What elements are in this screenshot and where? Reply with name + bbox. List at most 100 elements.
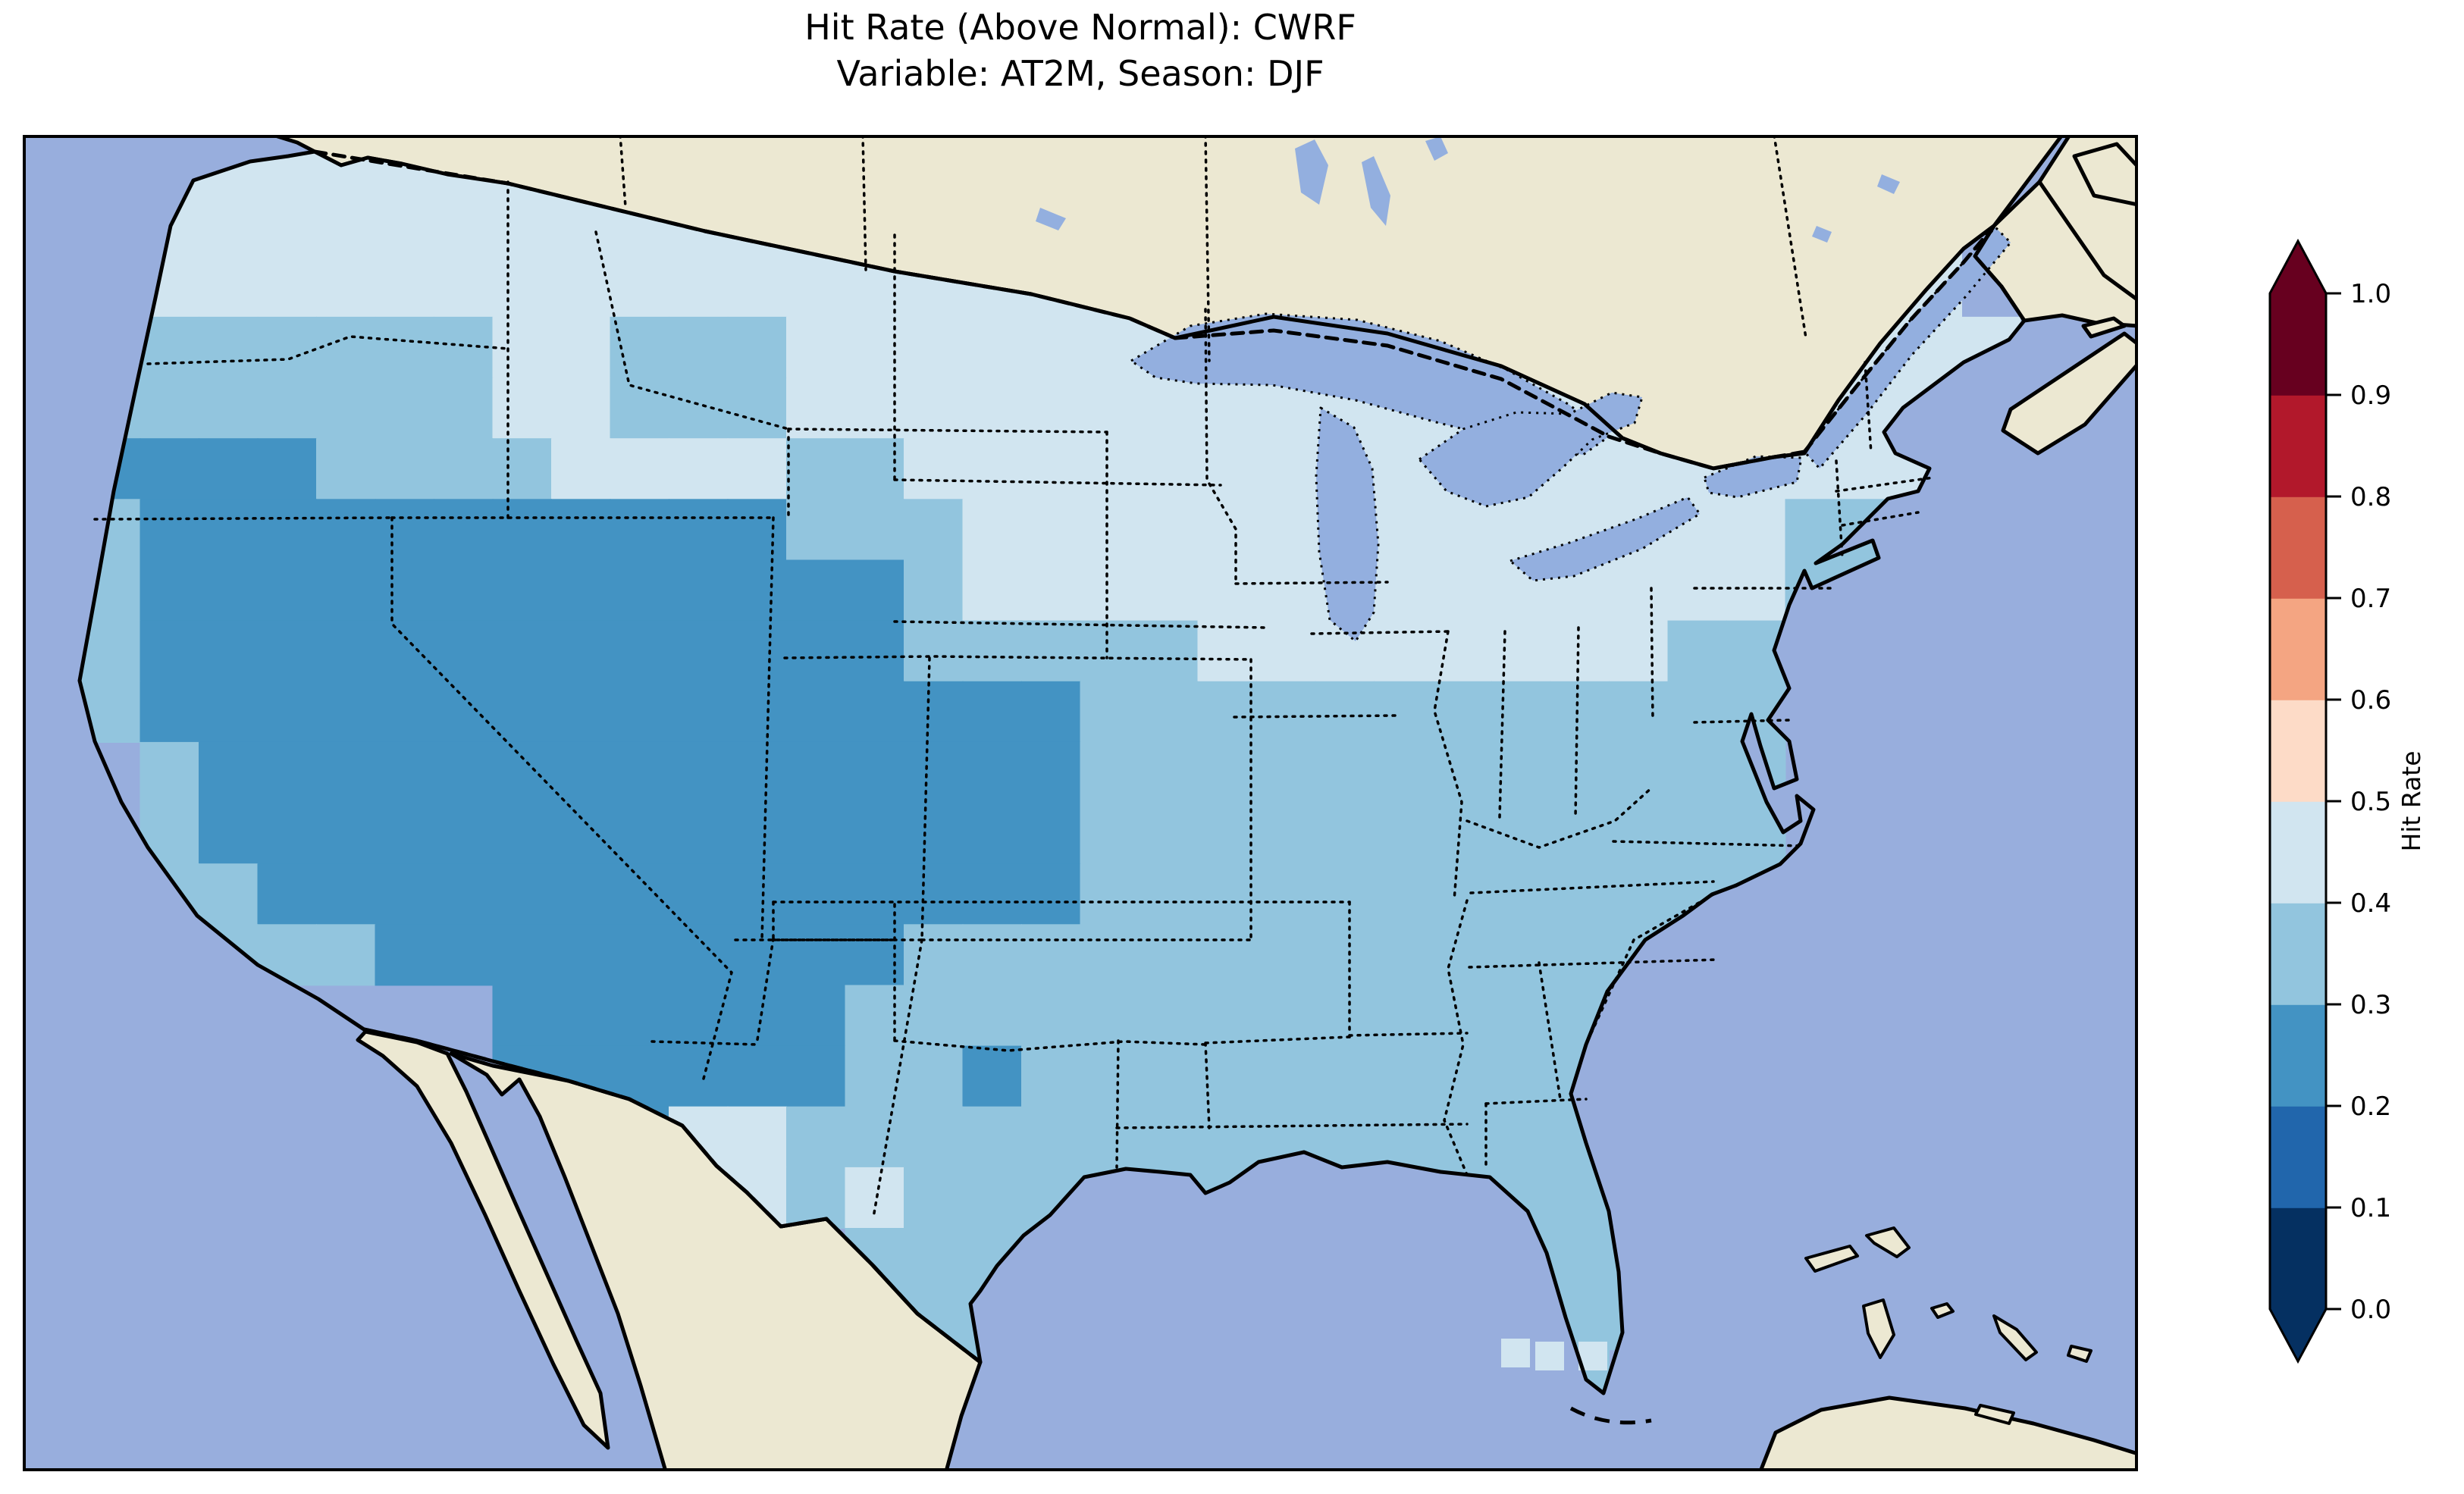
grid-cell	[1550, 924, 1610, 986]
grid-cell	[1139, 924, 1199, 986]
state-border	[1433, 630, 1463, 902]
grid-cell	[434, 499, 494, 561]
grid-cell	[551, 559, 611, 622]
grid-cell	[904, 377, 964, 440]
grid-cell	[551, 255, 611, 318]
artifact-cell	[1501, 1339, 1530, 1367]
grid-cell	[1256, 985, 1316, 1047]
grid-cell	[140, 499, 199, 561]
state-border	[1484, 1098, 1588, 1105]
grid-cell	[434, 195, 494, 257]
grid-cell	[551, 499, 611, 561]
colorbar-tick-label: 0.9	[2350, 381, 2391, 411]
grid-cell	[845, 1106, 904, 1168]
grid-cell	[610, 316, 669, 379]
grid-cell	[257, 559, 317, 622]
grid-cell	[1550, 620, 1610, 682]
grid-cell	[669, 499, 729, 561]
grid-cell	[610, 255, 669, 318]
grid-cell	[1609, 741, 1669, 804]
grid-cell	[727, 620, 787, 682]
grid-cell	[140, 438, 199, 500]
grid-cell	[669, 924, 729, 986]
grid-cell	[904, 1228, 964, 1290]
canada-lake	[1036, 208, 1066, 230]
grid-cell	[727, 741, 787, 804]
state-border	[594, 230, 790, 431]
grid-cell	[1256, 620, 1316, 682]
grid-cell	[962, 316, 1022, 379]
grid-cell	[492, 559, 552, 622]
grid-cell	[786, 741, 846, 804]
state-border	[760, 516, 775, 941]
grid-cell	[375, 316, 434, 379]
grid-cell	[1021, 741, 1081, 804]
state-border	[787, 428, 1108, 434]
grid-cell	[610, 559, 669, 622]
grid-cell	[375, 499, 434, 561]
grid-cell	[1021, 681, 1081, 743]
grid-cell	[610, 741, 669, 804]
grid-cell	[1550, 1228, 1610, 1290]
grid-cell	[434, 924, 494, 986]
grid-cell	[845, 559, 904, 622]
grid-cell	[786, 1106, 846, 1168]
grid-cell	[669, 316, 729, 379]
bahamas-island	[1865, 1226, 1911, 1258]
grid-cell	[375, 377, 434, 440]
grid-cell	[1080, 741, 1140, 804]
grid-cell	[1374, 803, 1434, 865]
grid-cell	[1432, 1106, 1492, 1168]
grid-cell	[1256, 863, 1316, 926]
canada-maritimes	[2072, 142, 2138, 207]
grid-cell	[904, 559, 964, 622]
grid-cell	[1256, 681, 1316, 743]
grid-cell	[1139, 1106, 1199, 1168]
grid-cell	[669, 438, 729, 500]
colorbar-segment	[2270, 801, 2326, 904]
map-frame	[23, 135, 2138, 1471]
grid-cell	[1021, 803, 1081, 865]
grid-cell	[1374, 1106, 1434, 1168]
grid-cell	[845, 803, 904, 865]
grid-cell	[1491, 1045, 1551, 1107]
grid-cell	[786, 863, 846, 926]
grid-cell	[375, 438, 434, 500]
grid-cell	[1139, 499, 1199, 561]
grid-cell	[1256, 1045, 1316, 1107]
canada-lake	[1425, 136, 1448, 161]
grid-cell	[434, 377, 494, 440]
grid-cell	[1315, 681, 1375, 743]
us-map-canvas	[23, 135, 2138, 1471]
grid-cell	[1432, 863, 1492, 926]
state-border	[1233, 714, 1398, 719]
grid-cell	[1080, 438, 1140, 500]
grid-cell	[551, 316, 611, 379]
colorbar-segment	[2270, 395, 2326, 497]
grid-cell	[492, 377, 552, 440]
grid-cell	[669, 255, 729, 318]
state-border	[1650, 587, 1654, 722]
grid-cell	[1021, 985, 1081, 1047]
grid-cell	[1667, 681, 1727, 743]
grid-cell	[551, 438, 611, 500]
colorbar-arrow-top	[2270, 241, 2326, 293]
grid-cell	[1021, 499, 1081, 561]
grid-cell	[962, 924, 1022, 986]
map-svg	[23, 135, 2138, 1471]
grid-cell	[610, 985, 669, 1047]
grid-cell	[1432, 985, 1492, 1047]
grid-cell	[316, 559, 376, 622]
grid-cell	[140, 681, 199, 743]
grid-cell	[669, 803, 729, 865]
state-border	[1574, 626, 1580, 820]
grid-cell	[492, 438, 552, 500]
grid-cell	[1080, 681, 1140, 743]
grid-cell	[316, 377, 376, 440]
grid-cell	[904, 741, 964, 804]
grid-cell	[1197, 741, 1257, 804]
grid-cell	[199, 255, 259, 318]
grid-cell	[1080, 559, 1140, 622]
state-border	[1204, 308, 1237, 585]
grid-cell	[1315, 863, 1375, 926]
